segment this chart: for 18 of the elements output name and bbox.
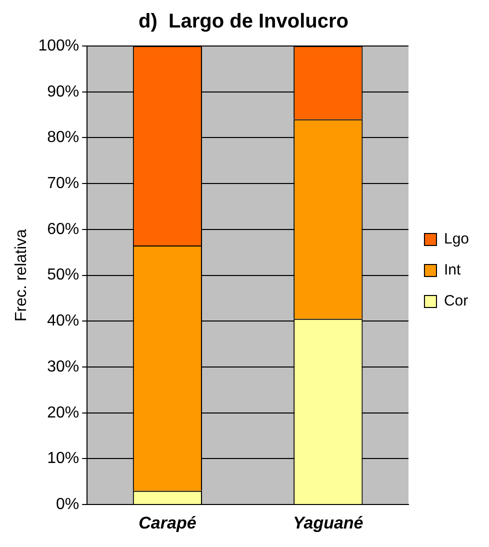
x-tick-label: Yaguané: [293, 513, 364, 532]
y-tick-label: 0%: [56, 496, 80, 514]
y-tick-label: 60%: [47, 220, 80, 238]
y-tick-label: 90%: [47, 83, 80, 100]
y-tick-label: 80%: [47, 129, 80, 146]
y-tick-label: 100%: [38, 37, 80, 54]
y-tick-label: 30%: [47, 358, 80, 376]
legend-label: Cor: [444, 292, 468, 310]
y-tick-label: 40%: [47, 312, 80, 330]
legend-label: Int: [444, 262, 462, 279]
y-tick-label: 20%: [47, 404, 80, 422]
chart-title: d) Largo de Involucro: [138, 10, 349, 33]
y-tick-label: 10%: [47, 450, 80, 468]
y-tick-label: 50%: [47, 266, 80, 284]
x-tick-label: Carapé: [138, 513, 196, 532]
y-axis-title: Frec. relativa: [13, 228, 30, 322]
y-tick-label: 70%: [47, 174, 80, 192]
legend-label: Lgo: [444, 230, 470, 248]
